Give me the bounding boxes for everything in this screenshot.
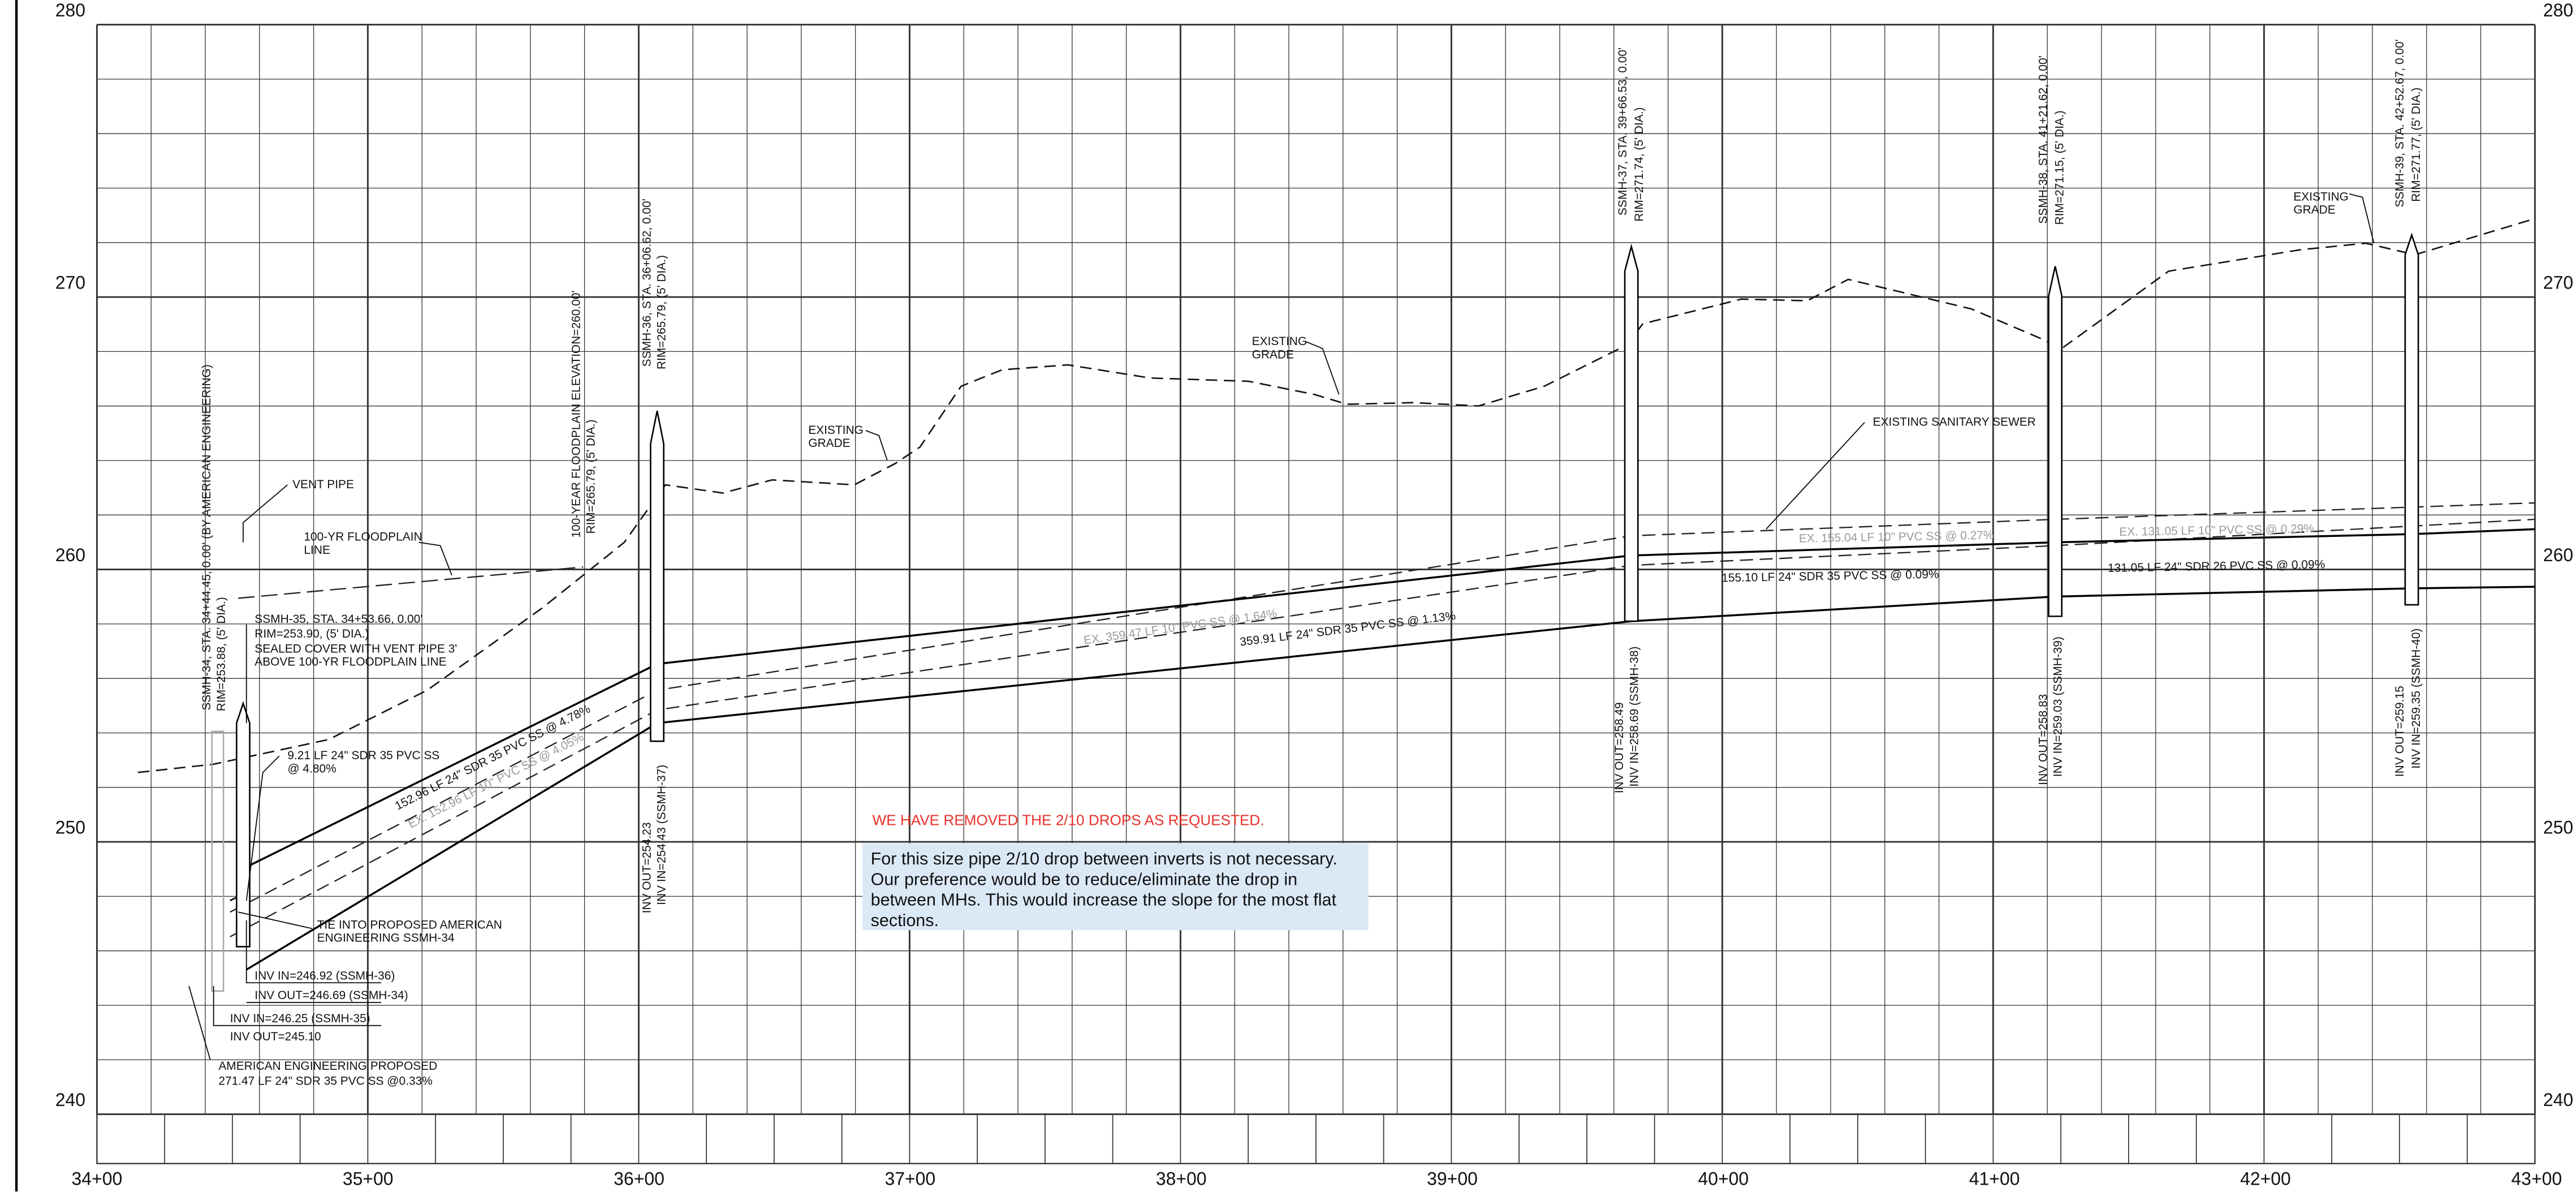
annotation: RIM=253.90, (5' DIA.) bbox=[254, 627, 369, 640]
annotation: 9.21 LF 24" SDR 35 PVC SS bbox=[287, 749, 439, 762]
elevation-label: 270 bbox=[55, 273, 85, 293]
annotation: ENGINEERING SSMH-34 bbox=[317, 932, 455, 945]
annotation: INV IN=259.35 (SSMH-40) bbox=[2410, 629, 2423, 769]
leader bbox=[245, 920, 381, 984]
annotation: RIM=271.77, (5' DIA.) bbox=[2410, 88, 2423, 202]
elevation-label: 260 bbox=[55, 545, 85, 565]
leader bbox=[2349, 193, 2375, 244]
leader bbox=[245, 755, 280, 901]
station-label: 42+00 bbox=[2240, 1168, 2291, 1189]
annotation: RIM=271.15, (5' DIA.) bbox=[2053, 110, 2066, 225]
annotation: SSMH-39, STA. 42+52.67, 0.00' bbox=[2393, 39, 2406, 207]
floodplain-line bbox=[238, 566, 584, 599]
station-label: 40+00 bbox=[1698, 1168, 1749, 1189]
annotation: LINE bbox=[304, 544, 330, 557]
annotation: TIE INTO PROPOSED AMERICAN bbox=[317, 918, 502, 931]
comment-line: between MHs. This would increase the slo… bbox=[871, 890, 1337, 910]
annotation: INV OUT=259.15 bbox=[2393, 686, 2406, 777]
annotation: SSMH-37, STA. 39+66.53, 0.00' bbox=[1616, 48, 1629, 216]
elevation-label: 240 bbox=[55, 1090, 85, 1110]
annotation: INV IN=246.25 (SSMH-35) bbox=[230, 1012, 370, 1025]
annotation: VENT PIPE bbox=[292, 478, 354, 491]
comment-line: sections. bbox=[871, 911, 939, 930]
annotation: EXISTING SANITARY SEWER bbox=[1873, 415, 2036, 428]
annotation: INV OUT=254.23 bbox=[640, 822, 653, 913]
notice: WE HAVE REMOVED THE 2/10 DROPS AS REQUES… bbox=[873, 811, 1265, 828]
leader bbox=[213, 986, 381, 1026]
elevation-label: 250 bbox=[55, 817, 85, 838]
station-label: 39+00 bbox=[1427, 1168, 1478, 1189]
annotation: @ 4.80% bbox=[287, 762, 336, 775]
proposed-pipe-top bbox=[238, 528, 2535, 872]
annotation: ABOVE 100-YR FLOODPLAIN LINE bbox=[254, 656, 446, 669]
manhole-ssmh-35 bbox=[236, 701, 251, 948]
manhole-ssmh-34 bbox=[211, 730, 225, 992]
station-label: 37+00 bbox=[885, 1168, 936, 1189]
annotation: GRADE bbox=[808, 437, 850, 450]
leader bbox=[243, 484, 288, 543]
annotation: SSMH-38, STA. 41+21.62, 0.00' bbox=[2037, 55, 2050, 223]
annotation: RIM=265.79, (5' DIA.) bbox=[655, 255, 668, 369]
manhole-ssmh-38 bbox=[2048, 266, 2063, 617]
annotation: EXISTING bbox=[2293, 190, 2349, 203]
annotation: RIM=271.74, (5' DIA.) bbox=[1633, 107, 1646, 221]
annotation: 271.47 LF 24" SDR 35 PVC SS @0.33% bbox=[218, 1074, 432, 1087]
elevation-label: 260 bbox=[2543, 545, 2573, 565]
annotation: INV OUT=246.69 (SSMH-34) bbox=[254, 989, 408, 1002]
elevation-label: 270 bbox=[2543, 273, 2573, 293]
station-label: 36+00 bbox=[614, 1168, 665, 1189]
annotation: GRADE bbox=[1252, 348, 1294, 361]
proposed-pipe-bottom bbox=[245, 586, 2535, 971]
manhole-ssmh-36 bbox=[650, 410, 665, 742]
grid bbox=[96, 24, 2536, 1164]
annotation: 100-YR FLOODPLAIN bbox=[304, 531, 422, 544]
leader bbox=[188, 986, 211, 1060]
station-label: 38+00 bbox=[1156, 1168, 1207, 1189]
leaders bbox=[188, 193, 2375, 1060]
comment-box bbox=[862, 843, 1369, 931]
station-label: 41+00 bbox=[1969, 1168, 2020, 1189]
annotation: INV IN=259.03 (SSMH-39) bbox=[2052, 636, 2065, 777]
manhole-ssmh-37 bbox=[1624, 243, 1639, 622]
annotation: 100-YEAR FLOODPLAIN ELEVATION=260.00' bbox=[569, 290, 582, 537]
annotation: RIM=253.88, (5' DIA.) bbox=[215, 597, 228, 711]
comment-line: Our preference would be to reduce/elimin… bbox=[871, 870, 1297, 889]
station-label: 34+00 bbox=[72, 1168, 123, 1189]
elevation-label: 240 bbox=[2543, 1090, 2573, 1110]
annotation: SEALED COVER WITH VENT PIPE 3' bbox=[254, 642, 457, 655]
annotation: SSMH-35, STA. 34+53.66, 0.00' bbox=[254, 613, 422, 626]
station-label: 35+00 bbox=[343, 1168, 394, 1189]
annotation: GRADE bbox=[2293, 204, 2335, 217]
annotation: RIM=265.79, (5' DIA.) bbox=[585, 419, 598, 533]
annotation: AMERICAN ENGINEERING PROPOSED bbox=[218, 1060, 437, 1073]
annotation: EXISTING bbox=[808, 424, 864, 437]
annotation: INV IN=254.43 (SSMH-37) bbox=[655, 765, 668, 905]
annotation: EXISTING bbox=[1252, 335, 1308, 348]
annotation: INV OUT=258.83 bbox=[2037, 694, 2050, 785]
annotation: SSMH-36, STA. 36+06.62, 0.00' bbox=[640, 199, 653, 367]
elevation-label: 280 bbox=[2543, 0, 2573, 20]
manhole-ssmh-39 bbox=[2404, 233, 2419, 606]
annotation: SSMH-34, STA. 34+44.45, 0.00' (BY AMERIC… bbox=[200, 364, 213, 710]
annotation: INV IN=258.69 (SSMH-38) bbox=[1628, 647, 1641, 787]
leader bbox=[1306, 341, 1340, 395]
leader bbox=[418, 541, 452, 576]
leader bbox=[238, 911, 313, 929]
station-label: 43+00 bbox=[2511, 1168, 2562, 1189]
elevation-label: 250 bbox=[2543, 817, 2573, 838]
annotation: INV IN=246.92 (SSMH-36) bbox=[254, 969, 395, 982]
leader bbox=[1766, 421, 1865, 530]
existing-grade bbox=[137, 218, 2535, 773]
elevation-label: 280 bbox=[55, 0, 85, 20]
comment-line: For this size pipe 2/10 drop between inv… bbox=[871, 849, 1337, 868]
annotation: INV OUT=258.49 bbox=[1613, 702, 1626, 793]
leader bbox=[865, 430, 888, 461]
annotation: INV OUT=245.10 bbox=[230, 1030, 321, 1043]
labels: 280 270 260 250 240 280 270 260 250 240 34+00 35+00… bbox=[55, 0, 2573, 1189]
